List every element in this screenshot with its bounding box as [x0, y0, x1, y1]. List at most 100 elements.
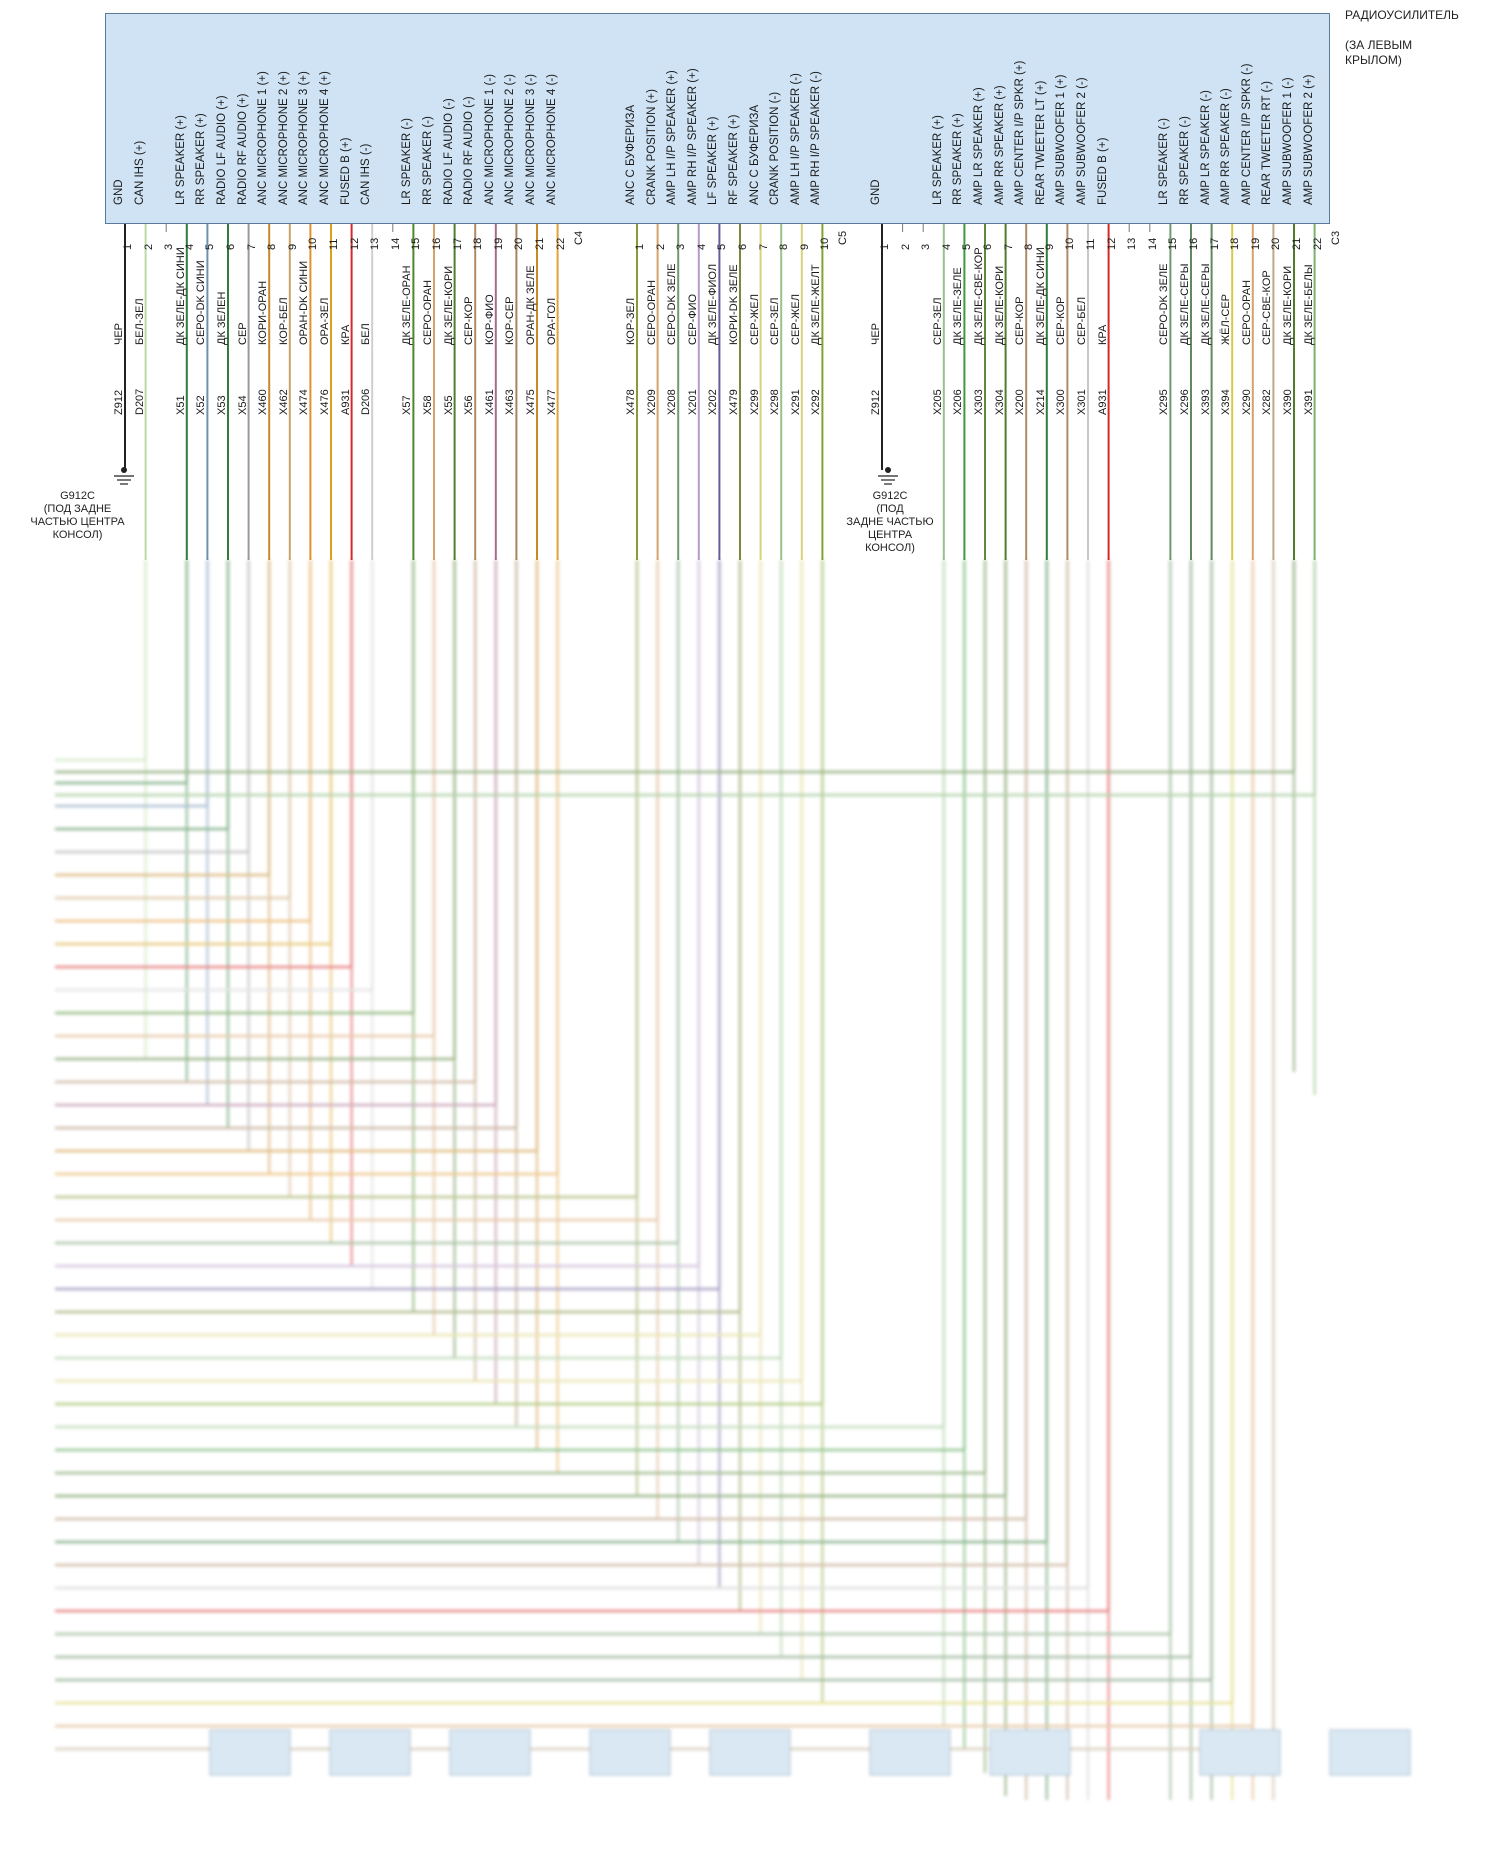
connector-id: C4 — [572, 230, 585, 245]
circuit-id-label: X201 — [686, 389, 699, 415]
pin-function-label: ANC MICROPHONE 1 (-) — [483, 74, 496, 205]
wire-color-label: СЕРО-ОРАН — [645, 279, 658, 345]
wire-color-label: КОР-ФИО — [483, 294, 496, 345]
circuit-id-label: X291 — [789, 389, 802, 415]
pin-number: 10 — [819, 237, 832, 250]
circuit-id-label: X209 — [645, 389, 658, 415]
wire-color-label: СЕР-СВЕ-КОР — [1261, 270, 1274, 345]
pin-number: 11 — [1085, 238, 1097, 250]
ground-label-line: (ПОД ЗАДНЕ — [43, 503, 112, 515]
speaker-shape — [1329, 1729, 1411, 1776]
pin-function-label: ANC MICROPHONE 2 (-) — [504, 74, 517, 205]
speaker-shape — [709, 1729, 791, 1776]
circuit-id-label: X53 — [216, 395, 228, 415]
pin-function-label: ANC MICROPHONE 3 (-) — [525, 74, 537, 205]
amplifier-connector-box — [105, 13, 1330, 224]
pin-number: 8 — [266, 243, 279, 250]
circuit-id-label: X461 — [483, 389, 496, 415]
pin-function-label: AMP CENTER I/P SPKR (-) — [1240, 63, 1253, 205]
pin-function-label: CAN IHS (+) — [133, 140, 146, 205]
pin-function-label: AMP LH I/P SPEAKER (+) — [666, 70, 679, 205]
pin-function-label: RR SPEAKER (+) — [195, 113, 208, 205]
circuit-id-label: X55 — [442, 395, 455, 415]
pin-function-label: ANC MICROPHONE 2 (+) — [277, 71, 290, 205]
pin-function-label: ANC MICROPHONE 4 (+) — [319, 71, 331, 205]
ground-label-line: КОНСОЛ) — [52, 529, 103, 541]
ground-label: G912C (ПОД ЗАДНЕ ЧАСТЬЮ ЦЕНТРА КОНСОЛ) — [15, 490, 140, 542]
wire-color-label: СЕРО-ОРАН — [422, 279, 434, 345]
circuit-id-label: X476 — [319, 389, 331, 415]
circuit-id-label: X391 — [1302, 389, 1315, 415]
wire-color-label: ОРАН-ДК ЗЕЛЕ — [525, 265, 537, 345]
wire-color-label: ЧЕР — [870, 322, 882, 345]
circuit-id-label: X56 — [463, 395, 476, 415]
wire-color-label: ДК ЗЕЛЕ-ЗЕЛЕ — [952, 267, 965, 345]
wire-color-label: ДК ЗЕЛЕ-ОРАН — [401, 265, 414, 345]
pin-number: 17 — [1208, 237, 1221, 250]
pin-number: 5 — [204, 243, 217, 250]
pin-function-label: LR SPEAKER (-) — [401, 118, 414, 205]
pin-number: 4 — [695, 243, 708, 250]
speaker-shape — [989, 1729, 1071, 1776]
pin-number: 5 — [961, 243, 974, 250]
wire-color-label: СЕР-КОР — [463, 296, 476, 345]
pin-number: 12 — [348, 237, 361, 250]
wire-color-label: ДК ЗЕЛЕН — [216, 291, 228, 345]
pin-function-label: AMP LR SPEAKER (+) — [973, 87, 985, 205]
ground-label-line: ЦЕНТРА — [867, 529, 913, 541]
wire-color-label: ДК ЗЕЛЕ-СЕРЫ — [1179, 263, 1191, 345]
circuit-id-label: X393 — [1199, 389, 1212, 415]
pin-number: 8 — [778, 243, 791, 250]
wire-color-label: ДК ЗЕЛЕ-КОРИ — [993, 265, 1006, 345]
pin-number: 16 — [431, 237, 443, 250]
circuit-id-label: X290 — [1240, 389, 1253, 415]
ground-label-line: (ПОД — [876, 503, 904, 515]
pin-function-label: AMP SUBWOOFER 1 (-) — [1282, 77, 1294, 205]
pin-function-label: ANC С БУФЕРИЗА — [748, 104, 761, 205]
ground-label-line: G912C — [872, 490, 908, 502]
wire-color-label: ОРА-ГОЛ — [545, 297, 558, 345]
circuit-id-label: X477 — [545, 389, 558, 415]
wire-color-label: КОР-ЗЕЛ — [625, 297, 637, 345]
circuit-id-label: X300 — [1055, 389, 1068, 415]
wire-color-label: ОРА-ЗЕЛ — [319, 297, 331, 345]
pin-number: 3 — [163, 243, 176, 250]
wire-color-label: СЕРО-DK СИНИ — [195, 260, 208, 345]
pin-function-label: LR SPEAKER (+) — [174, 115, 187, 205]
circuit-id-label: X57 — [401, 395, 414, 415]
pin-number: 13 — [369, 237, 382, 250]
circuit-id-label: A931 — [1096, 389, 1109, 415]
wire-color-label: СЕР-ЗЕЛ — [769, 297, 782, 345]
pin-number: 1 — [122, 243, 134, 250]
blurred-lower-diagram — [0, 560, 1500, 1861]
pin-number: 14 — [389, 237, 402, 250]
wire-color-label: СЕР-КОР — [1055, 296, 1068, 345]
pin-number: 2 — [654, 243, 667, 250]
circuit-id-label: X462 — [277, 389, 290, 415]
circuit-id-label: X200 — [1014, 389, 1027, 415]
pin-function-label: RF SPEAKER (+) — [728, 114, 740, 205]
speaker-shape — [869, 1729, 951, 1776]
ground-label-line: ЗАДНЕ ЧАСТЬЮ — [846, 516, 934, 528]
pin-function-label: LR SPEAKER (+) — [931, 115, 944, 205]
pin-function-label: AMP RH I/P SPEAKER (-) — [810, 71, 823, 205]
pin-function-label: AMP SUBWOOFER 2 (+) — [1302, 74, 1315, 205]
circuit-id-label: X478 — [625, 389, 637, 415]
wire-color-label: ДК ЗЕЛЕ-СЕРЫ — [1199, 263, 1212, 345]
pin-number: 7 — [245, 243, 258, 250]
pin-function-label: FUSED B (+) — [339, 137, 352, 205]
circuit-id-label: X394 — [1220, 389, 1233, 415]
pin-function-label: REAR TWEETER LT (+) — [1034, 80, 1047, 205]
pin-function-label: GND — [870, 179, 882, 205]
circuit-id-label: X52 — [195, 395, 208, 415]
circuit-id-label: X303 — [973, 389, 985, 415]
pin-number: 3 — [675, 243, 688, 250]
pin-number: 7 — [1002, 243, 1015, 250]
pin-number: 15 — [1167, 237, 1180, 250]
wire-color-label: СЕР — [236, 322, 249, 345]
wire-color-label: ДК ЗЕЛЕ-ЖЕЛТ — [810, 264, 823, 345]
pin-function-label: RADIO LF AUDIO (-) — [442, 98, 455, 205]
pin-number: 19 — [1249, 237, 1262, 250]
